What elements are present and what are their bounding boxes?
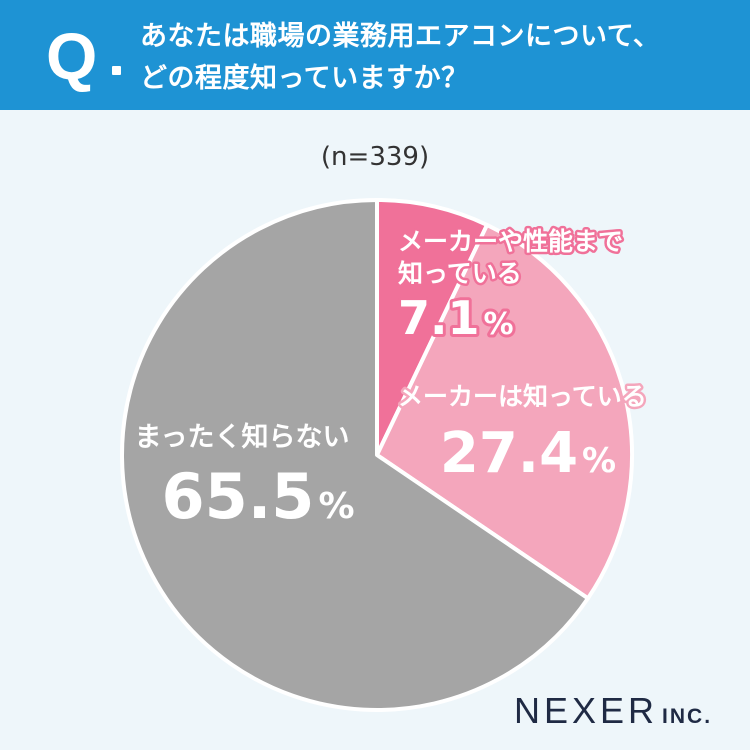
sample-size-label: (n=339) <box>320 142 430 172</box>
brand-logo: NEXER INC. <box>514 690 712 732</box>
slice-2-value: 27.4% <box>440 421 616 486</box>
slice-3-label: まったく知らない <box>135 422 350 453</box>
question-line-2: どの程度知っていますか？ <box>140 63 469 94</box>
question-line-1: あなたは職場の業務用エアコンについて、 <box>140 21 661 52</box>
brand-name: NEXER <box>514 690 659 731</box>
pie-slice-1 <box>375 198 490 457</box>
question-header: Q あなたは職場の業務用エアコンについて、 どの程度知っていますか？ <box>0 0 750 110</box>
pie-slice-2 <box>375 222 634 601</box>
pie-slice-3 <box>120 198 590 712</box>
q-mark: Q <box>46 19 98 93</box>
slice-1-label-line-1: メーカーや性能まで <box>398 227 623 256</box>
slice-1-label-line-2: 知っている <box>398 259 522 288</box>
brand-suffix: INC. <box>662 705 713 728</box>
q-dot-icon <box>112 66 121 75</box>
slice-3-value: 65.5% <box>161 460 354 533</box>
slice-1-value: 7.1% <box>398 291 514 345</box>
slice-2-label: メーカーは知っている <box>398 382 647 411</box>
